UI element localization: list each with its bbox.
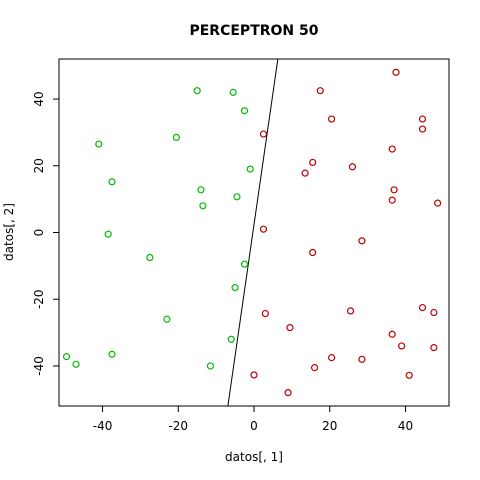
red-point xyxy=(259,225,268,233)
red-point xyxy=(346,307,355,315)
green-point xyxy=(227,335,235,343)
x-tick-label: 0 xyxy=(250,419,258,433)
green-point xyxy=(229,88,237,96)
green-point xyxy=(172,133,180,142)
green-point xyxy=(163,315,171,323)
green-point xyxy=(108,350,116,358)
red-point xyxy=(388,330,396,338)
x-axis-label: datos[, 1] xyxy=(225,450,283,464)
x-tick-label: -40 xyxy=(93,419,113,433)
red-point xyxy=(301,169,309,177)
green-point xyxy=(240,260,249,268)
red-point xyxy=(309,248,317,257)
green-point xyxy=(62,353,71,361)
y-tick-label: 0 xyxy=(32,229,46,237)
red-point xyxy=(430,308,438,317)
green-point xyxy=(104,230,112,238)
red-point xyxy=(250,371,258,379)
x-tick-label: -20 xyxy=(168,419,188,433)
red-point xyxy=(261,309,269,318)
green-point xyxy=(108,178,116,186)
y-tick-label: -40 xyxy=(32,356,46,376)
red-point xyxy=(430,344,438,352)
green-point xyxy=(231,283,239,292)
red-point xyxy=(392,68,400,76)
red-point xyxy=(286,323,294,332)
red-point xyxy=(316,87,324,95)
green-point xyxy=(246,165,254,173)
red-point xyxy=(390,186,398,194)
red-point xyxy=(418,125,427,133)
y-tick-label: -20 xyxy=(32,289,46,309)
green-point xyxy=(233,193,241,201)
red-point xyxy=(418,303,427,312)
green-point xyxy=(240,107,249,115)
green-point xyxy=(146,253,154,262)
red-point xyxy=(310,364,319,372)
green-point xyxy=(95,140,103,148)
y-tick-label: 40 xyxy=(32,91,46,106)
decision-boundary-line xyxy=(227,59,279,406)
red-point xyxy=(388,196,396,204)
red-point xyxy=(358,237,366,245)
green-point xyxy=(72,360,80,368)
chart-title: PERCEPTRON 50 xyxy=(189,23,318,39)
red-point xyxy=(348,163,357,171)
green-point xyxy=(206,362,215,370)
red-point xyxy=(358,355,366,363)
red-point xyxy=(259,130,268,138)
red-point xyxy=(328,115,336,123)
red-point xyxy=(388,145,396,153)
y-tick-label: 20 xyxy=(32,158,46,173)
x-tick-label: 40 xyxy=(398,419,413,433)
red-point xyxy=(434,199,442,207)
red-point xyxy=(284,389,292,397)
green-point xyxy=(197,186,205,194)
red-point xyxy=(328,354,336,362)
green-point xyxy=(199,202,207,210)
red-point xyxy=(418,115,427,123)
red-point xyxy=(405,371,413,379)
y-axis-label: datos[, 2] xyxy=(2,203,16,261)
red-point xyxy=(398,342,406,350)
x-tick-label: 20 xyxy=(322,419,337,433)
plot-frame xyxy=(58,58,450,407)
red-point xyxy=(309,158,317,167)
green-point xyxy=(193,87,201,95)
